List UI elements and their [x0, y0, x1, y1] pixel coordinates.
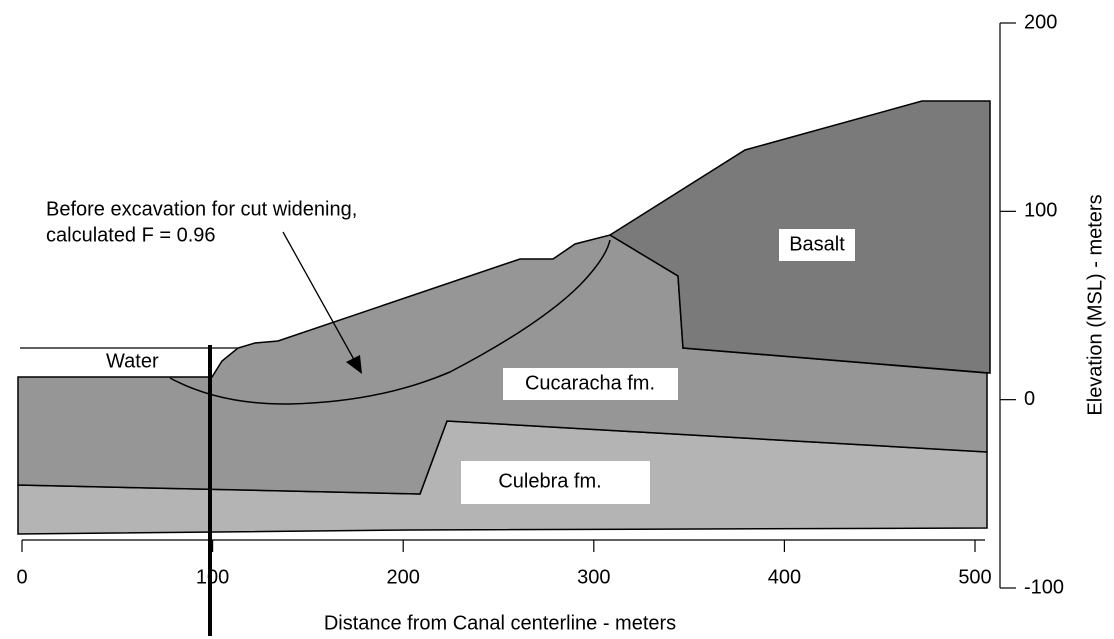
annotation-line: Before excavation for cut widening, [46, 198, 357, 220]
cucaracha-label: Cucaracha fm. [525, 372, 655, 394]
x-axis-title: Distance from Canal centerline - meters [324, 612, 676, 634]
x-tick-label: 200 [387, 566, 420, 588]
water-label: Water [106, 350, 159, 372]
x-tick-label: 0 [16, 566, 27, 588]
y-axis-title: Elevation (MSL) - meters [1084, 194, 1106, 415]
y-tick-label: 200 [1024, 11, 1057, 33]
y-tick-label: 0 [1024, 388, 1035, 410]
y-tick-label: -100 [1024, 576, 1064, 598]
x-tick-label: 100 [196, 566, 229, 588]
x-tick-label: 500 [958, 566, 991, 588]
x-tick-label: 300 [577, 566, 610, 588]
cross-section: Before excavation for cut widening, calc… [0, 0, 1114, 639]
y-tick-label: 100 [1024, 200, 1057, 222]
basalt-label: Basalt [789, 233, 845, 255]
annotation-line: calculated F = 0.96 [46, 224, 216, 246]
x-tick-label: 400 [768, 566, 801, 588]
culebra-label: Culebra fm. [498, 470, 601, 492]
